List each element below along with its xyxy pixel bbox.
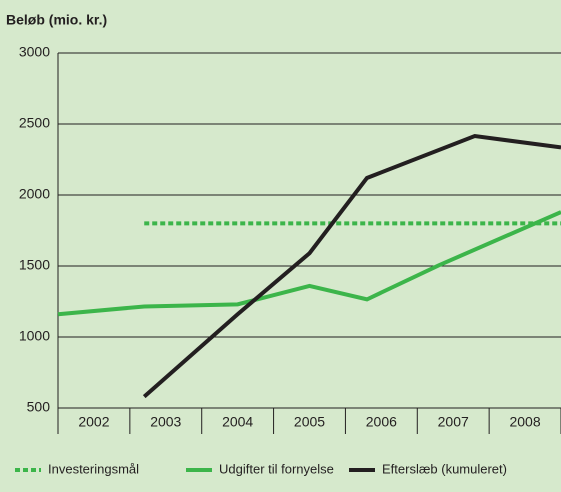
y-tick-label: 2500 (19, 115, 50, 131)
y-tick-label: 500 (27, 399, 51, 415)
x-tick-label: 2003 (150, 414, 181, 430)
x-tick-label: 2008 (509, 414, 540, 430)
x-tick-label: 2005 (294, 414, 325, 430)
line-series (57, 210, 561, 317)
x-tick-label: 2004 (222, 414, 253, 430)
legend-label: Udgifter til fornyelse (219, 461, 334, 476)
line-series (142, 134, 561, 399)
y-tick-label: 3000 (19, 44, 50, 60)
y-tick-label: 2000 (19, 186, 50, 202)
y-tick-label: 1500 (19, 257, 50, 273)
x-tick-label: 2006 (366, 414, 397, 430)
legend-label: Investeringsmål (48, 461, 139, 476)
legend-label: Efterslæb (kumuleret) (382, 461, 507, 476)
x-tick-label: 2002 (78, 414, 109, 430)
x-tick-label: 2007 (438, 414, 469, 430)
y-axis-label: Beløb (mio. kr.) (6, 12, 107, 28)
y-tick-label: 1000 (19, 328, 50, 344)
